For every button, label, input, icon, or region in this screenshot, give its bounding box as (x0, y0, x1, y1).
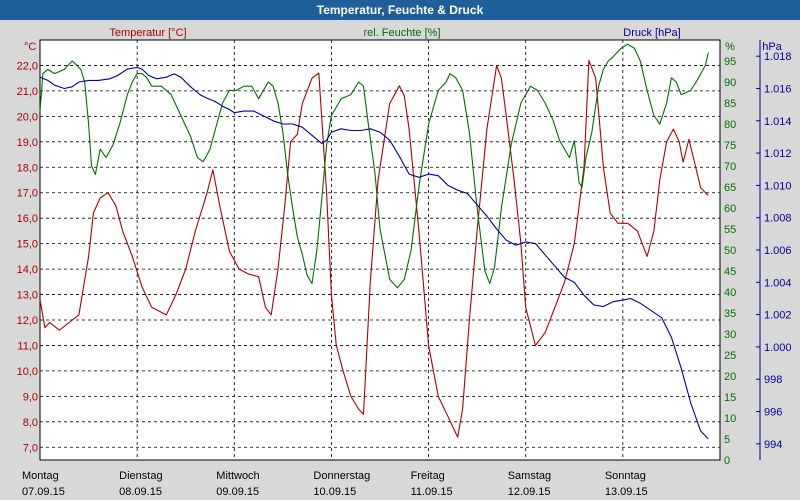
humidity-tick-label: 40 (724, 287, 736, 299)
humidity-tick-label: 15 (724, 392, 736, 404)
humidity-tick-label: 10 (724, 413, 736, 425)
pressure-tick-label: 1.008 (764, 213, 792, 225)
temp-tick-label: 8,0 (23, 417, 38, 429)
humidity-tick-label: 75 (724, 140, 736, 152)
pressure-tick-label: 1.004 (764, 277, 792, 289)
temp-tick-label: 12,0 (17, 315, 38, 327)
humidity-axis-label: rel. Feuchte [%] (363, 27, 440, 39)
x-date-label: 07.09.15 (22, 486, 65, 498)
pressure-axis-label: Druck [hPa] (623, 27, 680, 39)
x-day-label: Samstag (508, 470, 551, 482)
series-line-temp (39, 59, 709, 438)
x-day-label: Freitag (411, 470, 445, 482)
pressure-tick-label: 996 (764, 407, 782, 419)
temp-tick-label: 16,0 (17, 213, 38, 225)
x-date-label: 09.09.15 (216, 486, 259, 498)
temp-tick-label: 9,0 (23, 391, 38, 403)
humidity-tick-label: 25 (724, 350, 736, 362)
plot-area (39, 39, 721, 461)
temp-tick-label: 13,0 (17, 290, 38, 302)
temp-tick-label: 21,0 (17, 86, 38, 98)
temp-tick-label: 14,0 (17, 264, 38, 276)
temp-tick-label: 7,0 (23, 442, 38, 454)
pressure-tick-label: 1.000 (764, 342, 792, 354)
humidity-tick-label: 85 (724, 98, 736, 110)
temp-axis-label: Temperatur [°C] (109, 27, 186, 39)
x-date-label: 11.09.15 (411, 486, 453, 498)
x-day-label: Sonntag (605, 470, 646, 482)
temp-tick-label: 15,0 (17, 239, 38, 251)
temp-tick-label: 11,0 (17, 340, 38, 352)
humidity-tick-label: 5 (724, 434, 730, 446)
temp-tick-label: 20,0 (17, 111, 38, 123)
humidity-tick-label: 90 (724, 77, 736, 89)
humidity-tick-label: 80 (724, 119, 736, 131)
temp-axis-unit: °C (24, 41, 36, 53)
humidity-axis-unit: % (725, 41, 735, 53)
temp-tick-label: 17,0 (17, 188, 38, 200)
x-day-label: Montag (22, 470, 59, 482)
x-date-label: 13.09.15 (605, 486, 648, 498)
x-date-label: 08.09.15 (119, 486, 162, 498)
humidity-tick-label: 70 (724, 161, 736, 173)
pressure-tick-label: 1.016 (764, 83, 792, 95)
pressure-tick-label: 1.012 (764, 148, 792, 160)
temp-tick-label: 10,0 (17, 366, 38, 378)
pressure-axis-unit: hPa (762, 41, 782, 53)
temp-tick-label: 22,0 (17, 60, 38, 72)
pressure-tick-label: 1.002 (764, 310, 792, 322)
pressure-tick-label: 998 (764, 374, 782, 386)
series-line-hum (39, 43, 709, 289)
x-date-label: 10.09.15 (313, 486, 356, 498)
humidity-tick-label: 95 (724, 56, 736, 68)
pressure-tick-label: 1.006 (764, 245, 792, 257)
pressure-tick-label: 1.010 (764, 180, 792, 192)
x-day-label: Donnerstag (313, 470, 370, 482)
humidity-tick-label: 0 (724, 455, 730, 467)
x-day-label: Dienstag (119, 470, 162, 482)
humidity-tick-label: 55 (724, 224, 736, 236)
gridlines (40, 40, 720, 460)
axis-labels: °C 22,0 21,0 20,0 19,0 18,0 17,0 16,0 15,0 14,0 13… (17, 27, 792, 498)
x-day-label: Mittwoch (216, 470, 259, 482)
series-group (39, 43, 709, 440)
humidity-tick-label: 30 (724, 329, 736, 341)
humidity-tick-label: 60 (724, 203, 736, 215)
temp-tick-label: 19,0 (17, 137, 38, 149)
temp-tick-label: 18,0 (17, 162, 38, 174)
pressure-tick-label: 994 (764, 439, 782, 451)
chart-area: °C 22,0 21,0 20,0 19,0 18,0 17,0 16,0 15,0 14,0 13… (0, 20, 800, 500)
x-date-label: 12.09.15 (508, 486, 551, 498)
humidity-tick-label: 65 (724, 182, 736, 194)
humidity-tick-label: 20 (724, 371, 736, 383)
pressure-tick-label: 1.014 (764, 116, 792, 128)
series-line-press (39, 66, 709, 440)
humidity-tick-label: 45 (724, 266, 736, 278)
chart-title: Temperatur, Feuchte & Druck (0, 0, 800, 20)
pressure-tick-label: 1.018 (764, 51, 792, 63)
humidity-tick-label: 35 (724, 308, 736, 320)
humidity-tick-label: 50 (724, 245, 736, 257)
